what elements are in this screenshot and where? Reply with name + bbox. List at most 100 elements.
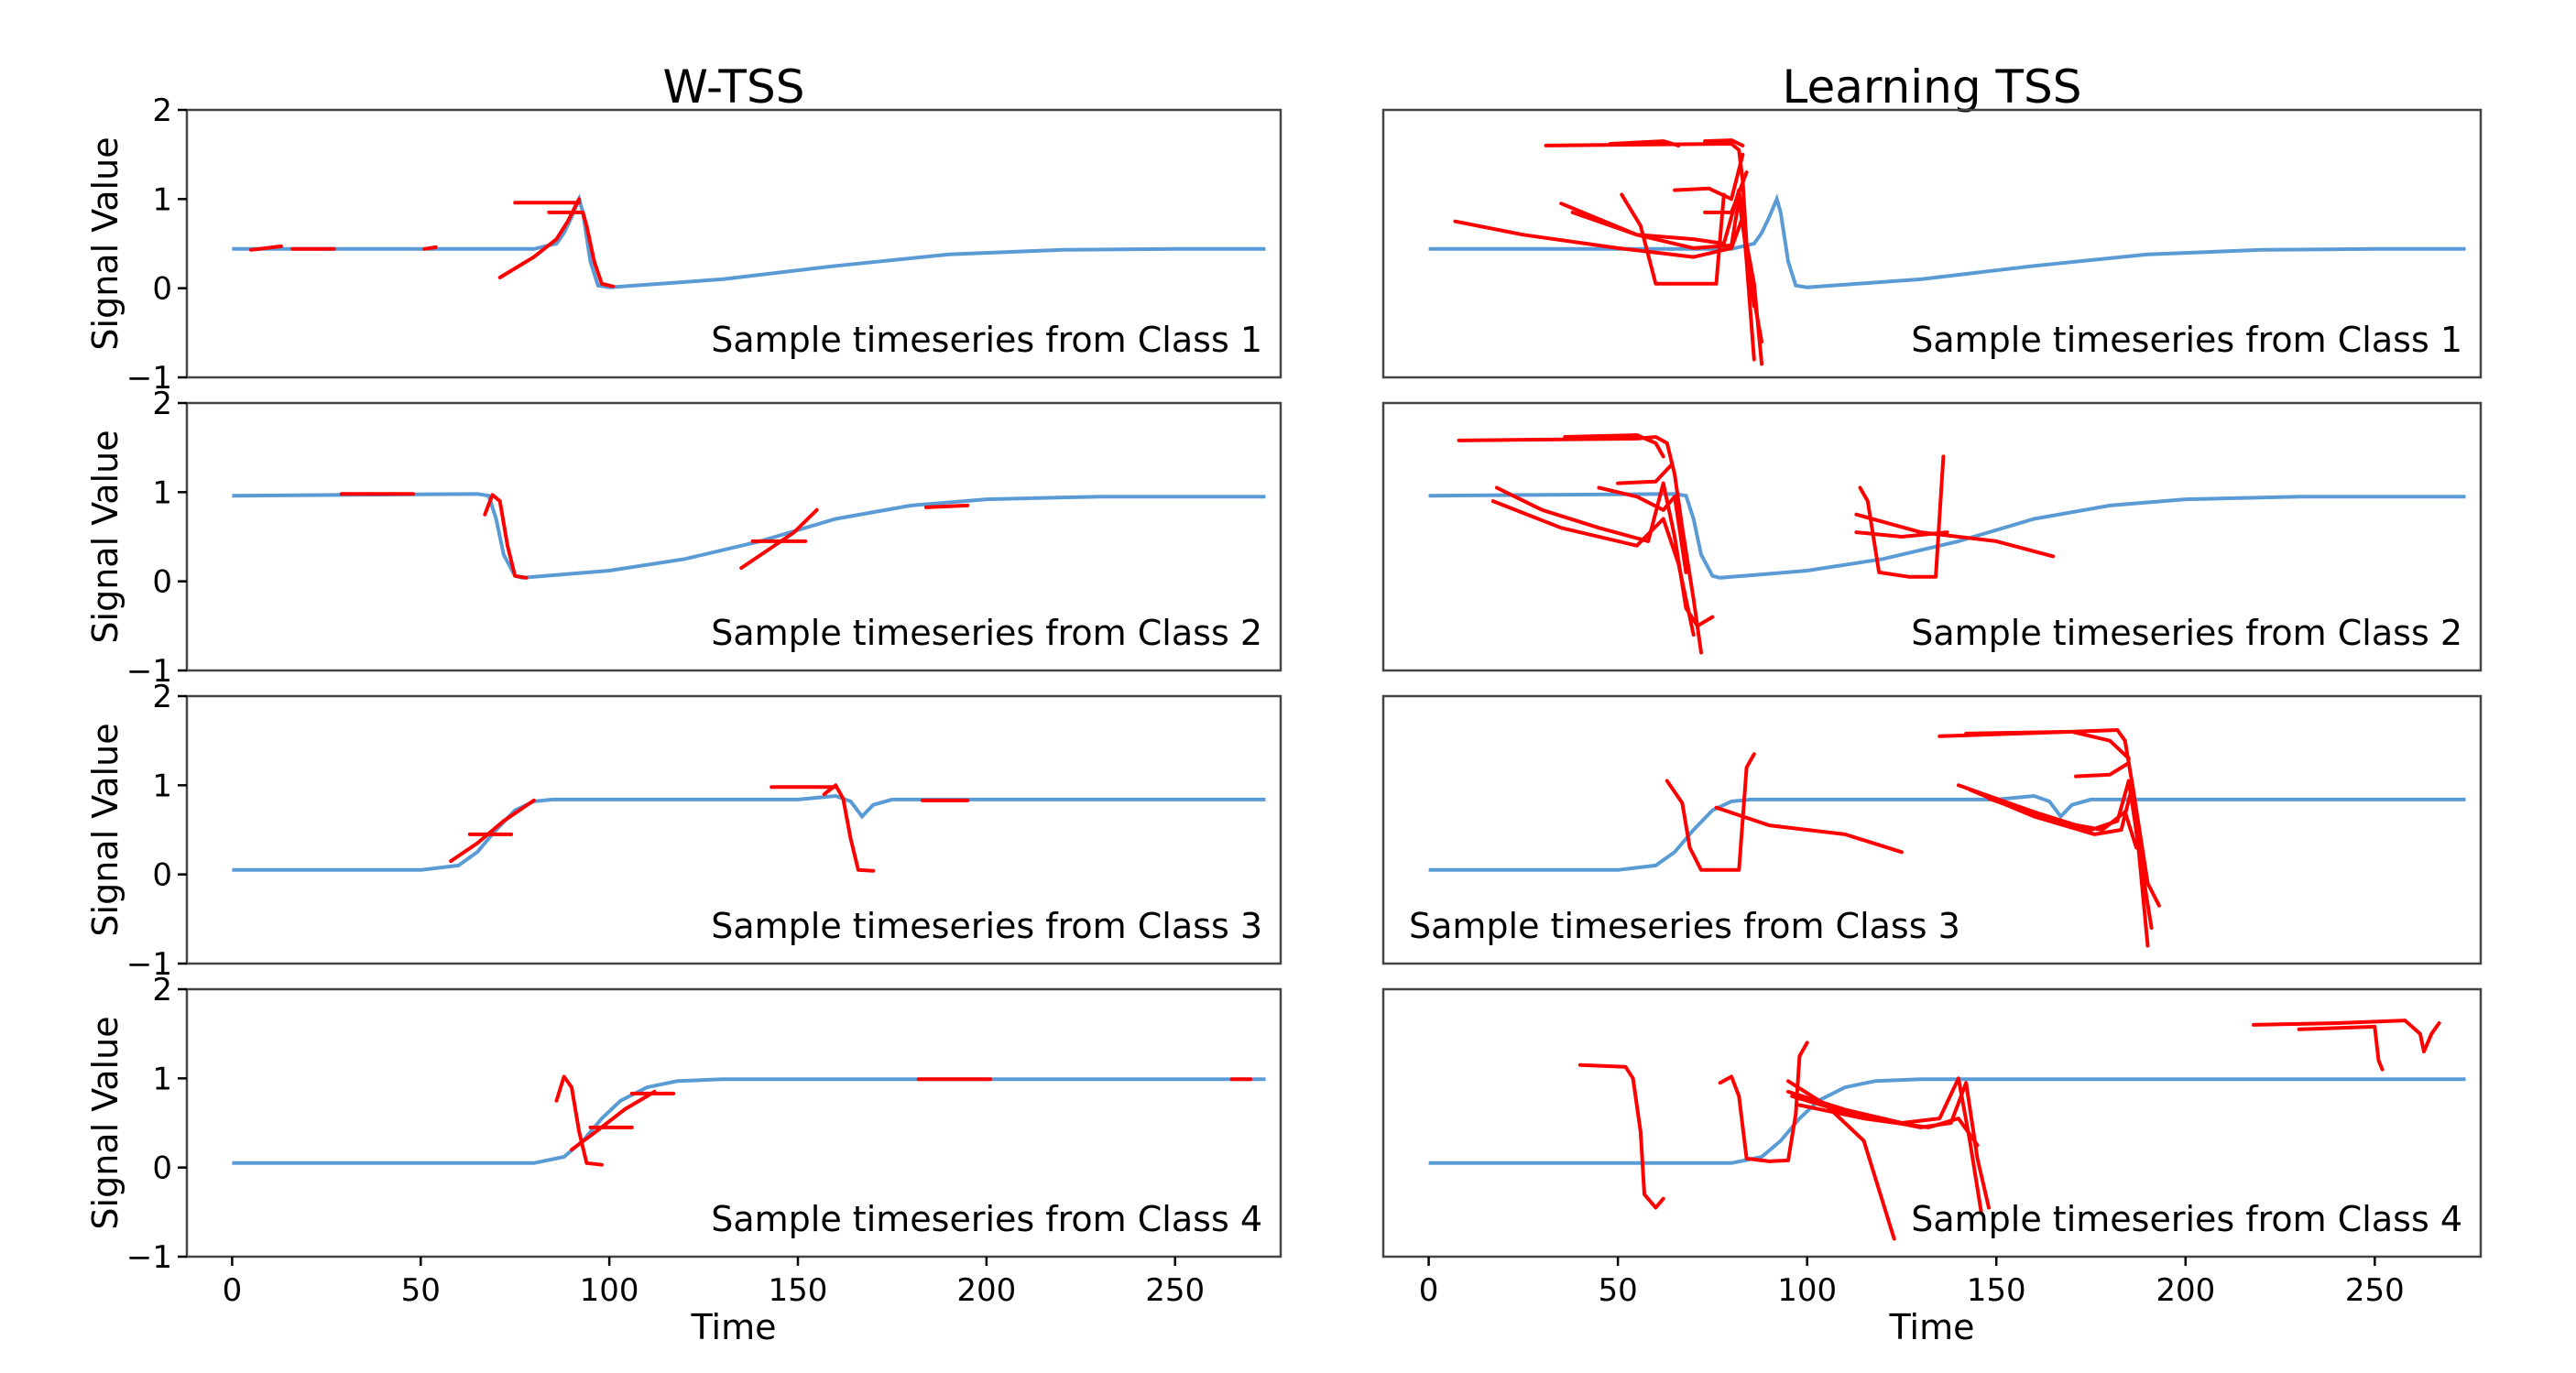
col1-panel3-ylabel: Signal Value bbox=[85, 723, 126, 936]
col1-panel2-series-line bbox=[232, 492, 1266, 580]
col2-panel1-frame bbox=[1381, 108, 2483, 379]
col1-panel1-shapelet-4 bbox=[497, 197, 582, 279]
col2-xlabel: Time bbox=[1889, 1307, 1975, 1347]
col2-xtick-label: 0 bbox=[1419, 1272, 1439, 1309]
col2-panel4-shapelet-8 bbox=[2297, 1024, 2385, 1072]
col1-panel3-ytick-label: 0 bbox=[152, 857, 172, 894]
column-title-2: Learning TSS bbox=[1783, 60, 2082, 114]
col1-panel2-frame bbox=[185, 401, 1283, 672]
col2-xtick-label: 200 bbox=[2156, 1272, 2215, 1309]
col2-panel2-shapelet-4 bbox=[1490, 499, 1696, 637]
col2-xtick-label: 50 bbox=[1598, 1272, 1637, 1309]
col2-panel4-shapelet-4 bbox=[1786, 1076, 1983, 1215]
col1-xtick-label: 0 bbox=[223, 1272, 243, 1309]
col2-panel2-shapelet-9 bbox=[1858, 454, 1946, 579]
col2-panel2-shapelet-3 bbox=[1494, 481, 1715, 628]
col1-panel1-ytick-label: 1 bbox=[152, 181, 172, 218]
col2-panel2-label: Sample timeseries from Class 2 bbox=[1911, 613, 2462, 653]
col1-panel3-ytick-label: −1 bbox=[126, 946, 172, 983]
col1-panel1-label: Sample timeseries from Class 1 bbox=[711, 320, 1262, 360]
col2-panel4-shapelet-7 bbox=[2252, 1019, 2441, 1054]
col2-panel4-shapelet-6 bbox=[1797, 1103, 1980, 1148]
col2-xtick-label: 100 bbox=[1777, 1272, 1837, 1309]
col1-panel2-ytick-label: 2 bbox=[152, 386, 172, 422]
col2-panel4-shapelet-3 bbox=[1786, 1079, 1896, 1241]
col1-panel1-ytick-label: −1 bbox=[126, 360, 172, 397]
col1-panel2-shapelet-2 bbox=[483, 493, 529, 580]
col2-panel2-shapelet-7 bbox=[1854, 512, 2056, 559]
col1-panel4-ytick-label: 1 bbox=[152, 1061, 172, 1097]
col2-panel1-label: Sample timeseries from Class 1 bbox=[1911, 320, 2462, 360]
col2-panel4-label: Sample timeseries from Class 4 bbox=[1911, 1199, 2462, 1239]
column-title-1: W-TSS bbox=[663, 60, 805, 114]
col1-panel4-shapelet-2 bbox=[570, 1089, 657, 1152]
col2-panel2-series-line bbox=[1428, 492, 2466, 580]
col2-panel3-shapelet-5 bbox=[1956, 779, 2154, 931]
col2-xtick-label: 150 bbox=[1967, 1272, 2026, 1309]
col2-panel4-frame bbox=[1381, 987, 2483, 1259]
col2-panel3-label: Sample timeseries from Class 3 bbox=[1409, 906, 1960, 946]
col2-panel3-series-line bbox=[1428, 793, 2466, 872]
col1-xtick-label: 150 bbox=[769, 1272, 828, 1309]
col1-panel1-frame bbox=[185, 108, 1283, 379]
col2-panel3-shapelet-2 bbox=[1714, 805, 1904, 855]
col1-panel1-ytick-label: 0 bbox=[152, 271, 172, 308]
col2-panel3-frame bbox=[1381, 694, 2483, 965]
col1-panel4-shapelet-1 bbox=[554, 1074, 604, 1167]
col2-panel1-shapelet-6 bbox=[1570, 188, 1756, 309]
col2-panel1-shapelet-8 bbox=[1673, 152, 1745, 202]
col2-panel3-shapelet-4 bbox=[1964, 729, 2131, 761]
col2-panel2-shapelet-6 bbox=[1616, 463, 1673, 485]
col1-panel3-series-line bbox=[232, 793, 1266, 872]
col1-panel3-frame bbox=[185, 694, 1283, 965]
col1-panel4-ytick-label: −1 bbox=[126, 1239, 172, 1276]
col1-panel4-label: Sample timeseries from Class 4 bbox=[711, 1199, 1262, 1239]
col1-panel3-shapelet-4 bbox=[822, 783, 876, 873]
col2-panel1-shapelet-9 bbox=[1703, 170, 1749, 214]
col1-panel4-series-line bbox=[232, 1077, 1266, 1165]
col1-panel2-ylabel: Signal Value bbox=[85, 430, 126, 643]
col2-panel3-shapelet-8 bbox=[2074, 761, 2131, 779]
col1-panel4-ylabel: Signal Value bbox=[85, 1016, 126, 1229]
col2-panel2-shapelet-2 bbox=[1563, 433, 1665, 459]
col1-panel1-series-line bbox=[232, 193, 1266, 289]
col1-panel1-shapelet-3 bbox=[422, 245, 438, 251]
col1-xtick-label: 250 bbox=[1145, 1272, 1205, 1309]
col1-panel4-ytick-label: 2 bbox=[152, 972, 172, 1008]
col1-panel2-ytick-label: 0 bbox=[152, 564, 172, 601]
col1-panel3-label: Sample timeseries from Class 3 bbox=[711, 906, 1262, 946]
col2-panel4-shapelet-1 bbox=[1577, 1062, 1665, 1210]
col2-panel1-shapelet-7 bbox=[1620, 192, 1726, 286]
col1-panel1-ylabel: Signal Value bbox=[85, 136, 126, 350]
col1-panel4-ytick-label: 0 bbox=[152, 1150, 172, 1187]
col2-panel3-shapelet-6 bbox=[1968, 783, 2161, 908]
col1-xlabel: Time bbox=[691, 1307, 777, 1347]
col1-panel2-shapelet-3 bbox=[739, 507, 819, 571]
col1-panel2-label: Sample timeseries from Class 2 bbox=[711, 613, 1262, 653]
col1-xtick-label: 100 bbox=[580, 1272, 639, 1309]
col1-panel3-ytick-label: 1 bbox=[152, 768, 172, 804]
col2-panel3-shapelet-7 bbox=[1987, 796, 2139, 850]
col2-panel2-frame bbox=[1381, 401, 2483, 672]
col1-panel3-ytick-label: 2 bbox=[152, 679, 172, 715]
col2-panel1-shapelet-3 bbox=[1703, 138, 1745, 147]
col2-panel1-shapelet-2 bbox=[1608, 139, 1681, 147]
col1-panel2-ytick-label: −1 bbox=[126, 653, 172, 690]
col2-panel4-shapelet-5 bbox=[1790, 1081, 1991, 1210]
col2-panel4-series-line bbox=[1428, 1077, 2466, 1165]
col2-panel3-shapelet-3 bbox=[1937, 728, 2150, 948]
col2-panel2-shapelet-5 bbox=[1597, 485, 1688, 574]
col1-panel1-shapelet-1 bbox=[249, 244, 283, 252]
col2-xtick-label: 250 bbox=[2345, 1272, 2405, 1309]
col2-panel3-shapelet-1 bbox=[1665, 752, 1756, 872]
col2-panel1-shapelet-4 bbox=[1453, 214, 1756, 362]
col2-panel4-shapelet-2 bbox=[1718, 1041, 1809, 1163]
col1-panel3-shapelet-1 bbox=[449, 798, 536, 864]
col1-panel2-shapelet-5 bbox=[924, 503, 970, 509]
col2-panel1-series-line bbox=[1428, 193, 2466, 289]
col2-panel2-shapelet-8 bbox=[1854, 530, 1949, 539]
plot-root: W-TSS −1 0 1 2 Signal Value Sample timeseries … bbox=[85, 60, 2483, 1347]
col1-panel4-frame bbox=[185, 987, 1283, 1259]
col1-panel1-ytick-label: 2 bbox=[152, 93, 172, 129]
